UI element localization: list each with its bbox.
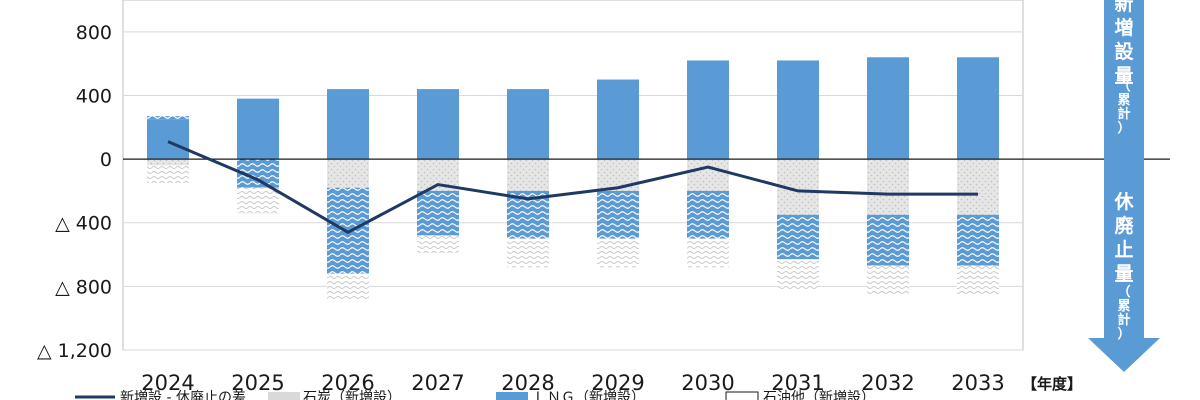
bar-lng_ret [417, 190, 459, 236]
bar-lng_add [147, 119, 189, 160]
x-unit-label: 【年度】 [1022, 375, 1082, 393]
y-tick-labels: 800 400 0 △ 400 △ 800 △ 1,200 [37, 22, 112, 362]
bar-oil_ret [417, 235, 459, 253]
x-tick-label: 2026 [321, 371, 374, 395]
side-arrow-char: （ [1117, 284, 1130, 300]
x-tick-label: 2032 [861, 371, 914, 395]
bar-lng_add [237, 98, 279, 160]
x-tick-label: 2033 [951, 371, 1004, 395]
bar-lng_ret [957, 214, 999, 266]
bars [147, 57, 999, 300]
bar-oil_ret [957, 265, 999, 296]
x-tick-label: 2024 [141, 371, 194, 395]
bar-oil_add [147, 116, 189, 120]
bar-lng_add [867, 57, 909, 160]
side-arrow-char: 量 [1114, 65, 1133, 87]
bar-lng_add [417, 89, 459, 160]
x-tick-label: 2025 [231, 371, 284, 395]
x-tick-label: 2031 [771, 371, 824, 395]
x-tick-label: 2030 [681, 371, 734, 395]
side-arrow-char: 新 [1114, 0, 1133, 15]
bar-oil_ret [777, 259, 819, 290]
legend-label-oil: 石油他（新増設） [763, 390, 875, 400]
x-tick-label: 2029 [591, 371, 644, 395]
side-arrow-char: 増 [1114, 16, 1133, 39]
bar-oil_ret [327, 273, 369, 300]
legend-lng-swatch [496, 392, 528, 400]
side-arrow-char: ） [1117, 120, 1130, 136]
bar-lng_ret [777, 214, 819, 260]
y-tick-label: △ 1,200 [37, 340, 112, 362]
bar-coal_ret [147, 159, 189, 166]
y-tick-label: 800 [76, 22, 112, 44]
side-arrow-char: （ [1117, 78, 1130, 94]
bar-lng_add [687, 60, 729, 160]
y-tick-label: △ 400 [55, 213, 112, 235]
y-tick-label: 400 [76, 85, 112, 107]
side-arrow-char: 計 [1117, 106, 1130, 122]
side-arrow-char: 計 [1117, 312, 1130, 328]
side-arrow-char: 累 [1117, 298, 1130, 314]
side-arrow-char: 量 [1114, 263, 1133, 285]
x-tick-label: 2027 [411, 371, 464, 395]
bar-lng_add [597, 79, 639, 160]
bar-oil_ret [687, 238, 729, 268]
legend-label-lng: ＬＮＧ（新増設） [533, 390, 645, 400]
legend-label-net: 新増設 - 休廃止の差 [120, 389, 246, 400]
bar-oil_ret [147, 165, 189, 183]
legend: 新増設 - 休廃止の差 石炭（新増設） ＬＮＧ（新増設） 石油他（新増設） [75, 389, 875, 400]
side-arrow-char: 休 [1113, 191, 1134, 213]
y-tick-label: 0 [100, 149, 112, 171]
bar-oil_ret [597, 238, 639, 268]
net-difference-line [167, 140, 978, 234]
bar-oil_ret [507, 238, 549, 268]
bar-coal_ret [687, 159, 729, 191]
legend-coal-swatch [268, 392, 300, 400]
x-tick-label: 2028 [501, 371, 554, 395]
side-arrow-char: 止 [1114, 239, 1133, 261]
bar-coal_ret [867, 159, 909, 215]
side-arrow-char: ） [1117, 326, 1130, 342]
legend-label-coal: 石炭（新増設） [303, 390, 401, 400]
bar-lng_add [957, 57, 999, 160]
bar-lng_ret [687, 190, 729, 239]
side-arrow-body [1104, 0, 1144, 338]
bar-coal_ret [957, 159, 999, 215]
bar-lng_add [777, 60, 819, 160]
x-tick-labels: 2024 2025 2026 2027 2028 2029 2030 2031 2032 2033 [141, 371, 1004, 395]
legend-oil-swatch [725, 391, 759, 400]
y-tick-label: △ 800 [55, 276, 112, 298]
bar-lng_ret [867, 214, 909, 266]
side-arrow-char: 廃 [1114, 214, 1134, 237]
bar-lng_add [507, 89, 549, 160]
side-arrow-head [1088, 338, 1160, 372]
bar-coal_ret [597, 159, 639, 191]
bar-coal_ret [327, 159, 369, 188]
side-arrow-char: 設 [1114, 40, 1134, 63]
bar-lng_ret [597, 190, 639, 239]
bar-coal_ret [507, 159, 549, 191]
bar-oil_ret [867, 265, 909, 296]
bar-oil_ret [237, 187, 279, 214]
side-arrow-char: 累 [1117, 92, 1130, 108]
bar-lng_add [327, 89, 369, 160]
